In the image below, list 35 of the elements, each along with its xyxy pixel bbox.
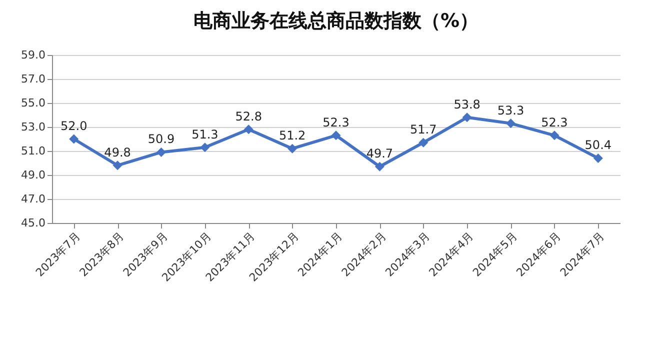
point	[418, 138, 428, 148]
y-tick-label: 59.0	[21, 48, 46, 62]
data-label: 49.7	[366, 146, 394, 161]
point	[112, 160, 122, 170]
point	[374, 162, 384, 172]
data-label: 52.0	[60, 119, 88, 133]
point	[331, 130, 341, 140]
data-label: 53.3	[497, 103, 524, 118]
data-label: 52.3	[322, 115, 350, 130]
point	[69, 134, 79, 144]
point	[244, 124, 254, 134]
point	[462, 112, 472, 122]
point	[550, 130, 560, 140]
data-label: 51.3	[192, 127, 218, 142]
y-tick-label: 49.0	[21, 168, 46, 182]
y-tick-label: 47.0	[21, 192, 46, 206]
data-label: 51.2	[278, 128, 306, 143]
y-tick-label: 55.0	[21, 96, 46, 110]
data-label: 49.8	[104, 145, 131, 160]
chart-title: 电商业务在线总商品数指数（%）	[193, 10, 479, 32]
data-label: 52.3	[541, 115, 568, 130]
data-label: 53.8	[454, 97, 480, 112]
data-label: 50.9	[148, 132, 175, 146]
point	[200, 142, 210, 152]
point	[156, 147, 166, 157]
y-tick-label: 45.0	[21, 216, 46, 230]
point	[593, 153, 603, 163]
point	[506, 118, 516, 128]
data-label: 51.7	[410, 122, 437, 137]
data-label: 50.4	[584, 138, 612, 152]
y-tick-label: 53.0	[21, 120, 46, 134]
data-label: 52.8	[235, 109, 262, 124]
point	[288, 144, 298, 154]
y-tick-label: 51.0	[21, 144, 46, 158]
y-tick-label: 57.0	[21, 72, 46, 86]
